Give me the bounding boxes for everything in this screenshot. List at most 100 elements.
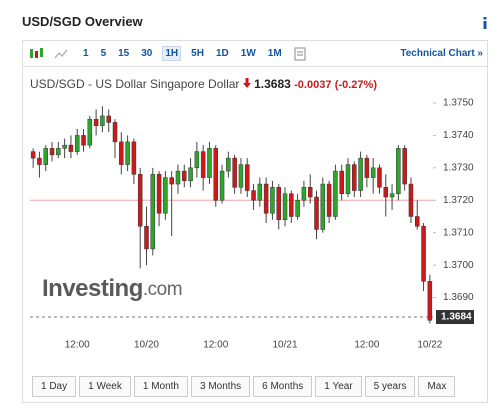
y-tick-label: 1.3720 (443, 195, 474, 206)
range-button[interactable]: 1 Day (32, 376, 77, 397)
candle-body (194, 151, 200, 169)
price: 1.3683 (254, 77, 291, 91)
candle-body (352, 164, 357, 191)
candle-body (333, 170, 338, 217)
candle-body (370, 167, 376, 178)
x-tick-label: 12:00 (354, 340, 379, 351)
y-tick-label: 1.3730 (443, 162, 474, 173)
candle-body (37, 157, 42, 165)
range-button[interactable]: 1 Week (79, 376, 131, 397)
candle-body (270, 187, 275, 214)
range-button[interactable]: 1 Year (315, 376, 362, 397)
y-tick-label: 1.3690 (443, 292, 474, 303)
candle-body (345, 164, 351, 195)
x-tick-label: 12:00 (65, 340, 90, 351)
candle-body (213, 148, 219, 201)
chart-frame (22, 67, 488, 403)
candle-body (427, 281, 433, 321)
candle-body (43, 148, 48, 165)
range-buttons: 1 Day 1 Week 1 Month 3 Months 6 Months 1 Year… (32, 376, 458, 397)
range-button[interactable]: 3 Months (191, 376, 251, 397)
candle-body (421, 225, 426, 282)
candle-body (156, 174, 162, 214)
candle-body (169, 177, 174, 185)
range-button[interactable]: Max (418, 376, 456, 397)
y-tick-label: 1.3750 (443, 98, 474, 109)
y-tick-label: 1.3710 (443, 227, 474, 238)
candle-body (144, 225, 149, 250)
candle-body (396, 148, 401, 195)
change-percent: (-0.27%) (334, 79, 377, 91)
candle-body (389, 193, 395, 198)
candle-body (112, 122, 118, 143)
candle-body (364, 157, 370, 178)
change: -0.0037 (294, 79, 332, 91)
chart-type-icons[interactable] (29, 46, 69, 62)
candle-body (339, 170, 344, 195)
candle-body (320, 183, 326, 230)
range-button[interactable]: 5 years (364, 376, 416, 397)
candle-body (408, 183, 414, 217)
candle-body (137, 174, 143, 227)
candle-body (377, 167, 382, 188)
candle-body (257, 183, 263, 201)
interval-button[interactable]: 1D (215, 48, 229, 59)
candle-body (175, 170, 181, 185)
candle-body (415, 216, 420, 227)
interval-button[interactable]: 5 (100, 48, 107, 59)
candle-body (200, 151, 206, 178)
candle-body (93, 118, 99, 126)
interval-button[interactable]: 30 (141, 48, 153, 59)
interval-list: 1 5 15 30 1H 5H 1D 1W 1M (77, 46, 288, 61)
candle-body (100, 115, 105, 126)
x-tick-label: 12:00 (203, 340, 228, 351)
candle-body (131, 141, 137, 175)
candle-body (150, 174, 156, 250)
candle-body (289, 193, 294, 217)
technical-chart-link[interactable]: Technical Chart » (400, 48, 483, 59)
candle-body (226, 157, 231, 172)
interval-button[interactable]: 1H (162, 46, 182, 61)
interval-button[interactable]: 1 (83, 48, 89, 59)
watermark: Investing.com (42, 275, 182, 302)
candle-body (49, 148, 55, 156)
candle-body (87, 118, 93, 146)
widget-title: USD/SGD Overview (22, 14, 143, 29)
candle-body (106, 115, 111, 123)
watermark-suffix: .com (143, 279, 182, 300)
quote-header: USD/SGD - US Dollar Singapore Dollar 1.3… (30, 77, 377, 91)
candle-body (326, 183, 332, 217)
interval-button[interactable]: 1M (267, 48, 282, 59)
candle-body (282, 193, 288, 220)
candle-body (402, 148, 407, 185)
interval-button[interactable]: 5H (191, 48, 204, 59)
candle-body (30, 151, 36, 159)
info-icon[interactable] (480, 16, 490, 30)
toolbar: 1 5 15 30 1H 5H 1D 1W 1M Technical Chart » (22, 40, 488, 67)
interval-button[interactable]: 1W (240, 48, 256, 59)
candle-body (276, 187, 281, 220)
candle-body (232, 157, 237, 188)
candle-body (307, 187, 313, 198)
candle-body (163, 177, 168, 214)
candle-body (219, 170, 225, 201)
instrument-name: USD/SGD - US Dollar Singapore Dollar (30, 77, 240, 91)
candle-body (295, 200, 300, 217)
candle-body (301, 187, 307, 201)
candle-body (251, 190, 256, 201)
watermark-name: Investing (42, 275, 143, 302)
candle-body (238, 164, 244, 188)
candle-body (244, 164, 250, 191)
x-tick-label: 10/21 (273, 340, 298, 351)
candle-body (74, 135, 80, 152)
candle-body (358, 157, 363, 191)
candle-body (188, 167, 193, 182)
interval-button[interactable]: 15 (118, 48, 130, 59)
range-button[interactable]: 6 Months (253, 376, 313, 397)
settings-icon[interactable] (294, 47, 306, 61)
last-price-label: 1.3684 (441, 312, 472, 323)
y-tick-label: 1.3740 (443, 130, 474, 141)
last-price-box (436, 310, 474, 325)
range-button[interactable]: 1 Month (133, 376, 188, 397)
